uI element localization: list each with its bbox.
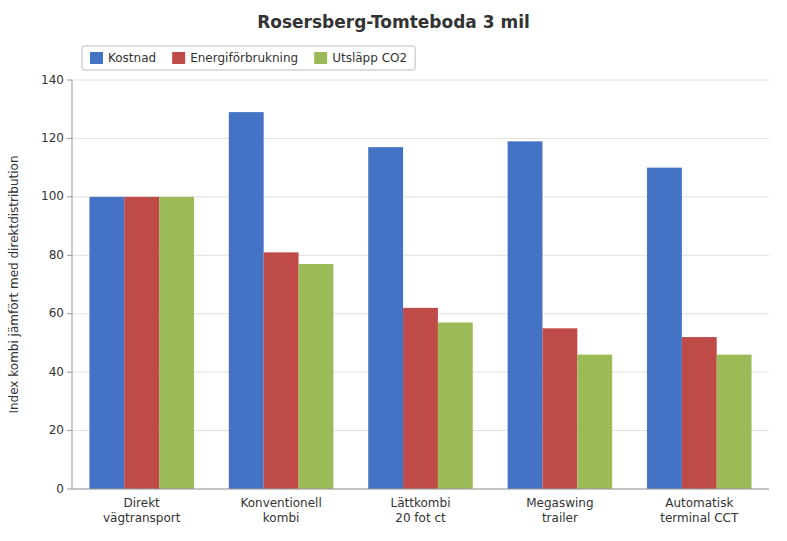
x-tick-label-line: terminal CCT: [660, 511, 739, 525]
y-tick-label: 100: [41, 189, 64, 203]
y-tick: [67, 138, 72, 139]
legend-label: Energiförbrukning: [190, 51, 298, 65]
y-axis-label: Index kombi jämfört med direktdistributi…: [7, 155, 21, 413]
bar: [299, 264, 334, 489]
bar: [542, 328, 577, 489]
bar: [368, 147, 403, 489]
y-tick: [67, 430, 72, 431]
bar: [682, 337, 717, 489]
legend-frame: [82, 46, 415, 70]
y-ticks: 0 20 40 60 80 100 120 140: [41, 73, 72, 496]
bar: [124, 197, 159, 489]
x-tick-label: Automatiskterminal CCT: [660, 496, 739, 525]
y-tick-label: 0: [56, 482, 64, 496]
chart: Rosersberg-Tomteboda 3 mil Index kombi jä…: [0, 0, 787, 541]
bars: [89, 112, 751, 489]
x-tick-label-line: Konventionell: [240, 496, 321, 510]
x-tick-label-line: 20 fot ct: [395, 511, 446, 525]
y-tick: [67, 489, 72, 490]
title: Rosersberg-Tomteboda 3 mil: [257, 12, 530, 32]
bar: [229, 112, 264, 489]
bar: [264, 252, 299, 489]
x-tick-label-line: Megaswing: [526, 496, 593, 510]
y-tick: [67, 196, 72, 197]
bar: [89, 197, 124, 489]
grid-line: [72, 80, 769, 81]
legend-label: Kostnad: [108, 51, 156, 65]
x-axis-line: [72, 489, 769, 490]
legend: Kostnad Energiförbrukning Utsläpp CO2: [82, 46, 415, 70]
x-tick-label: Lättkombi20 fot ct: [391, 496, 451, 525]
y-tick: [67, 80, 72, 81]
grid: [72, 80, 769, 489]
legend-swatch: [314, 52, 327, 64]
legend-swatch: [90, 52, 103, 64]
y-tick: [67, 255, 72, 256]
legend-swatch: [172, 52, 185, 64]
x-tick-label-line: Direkt: [124, 496, 161, 510]
legend-label: Utsläpp CO2: [332, 51, 407, 65]
x-tick-label-line: Lättkombi: [391, 496, 451, 510]
x-tick-label-line: vägtransport: [103, 511, 181, 525]
y-tick-label: 80: [49, 248, 64, 262]
grid-line: [72, 138, 769, 139]
y-tick-label: 120: [41, 131, 64, 145]
x-tick-label: Direktvägtransport: [103, 496, 181, 525]
x-ticks: Direktvägtransport Konventionellkombi Lätt…: [103, 496, 739, 525]
x-tick-label-line: trailer: [542, 511, 578, 525]
y-tick-label: 40: [49, 365, 64, 379]
x-tick-label-line: Automatisk: [665, 496, 733, 510]
y-tick-label: 60: [49, 306, 64, 320]
bar: [508, 141, 543, 489]
y-axis-line: [72, 80, 73, 489]
bar: [717, 355, 752, 489]
x-tick-label: Konventionellkombi: [240, 496, 321, 525]
y-tick-label: 140: [41, 73, 64, 87]
y-tick: [67, 372, 72, 373]
bar: [438, 322, 473, 489]
bar: [403, 308, 438, 489]
grid-line: [72, 489, 769, 490]
bar: [647, 168, 682, 489]
y-tick-label: 20: [49, 423, 64, 437]
bar: [159, 197, 194, 489]
bar: [577, 355, 612, 489]
y-tick: [67, 313, 72, 314]
x-tick-label-line: kombi: [263, 511, 300, 525]
x-tick-label: Megaswingtrailer: [526, 496, 593, 525]
